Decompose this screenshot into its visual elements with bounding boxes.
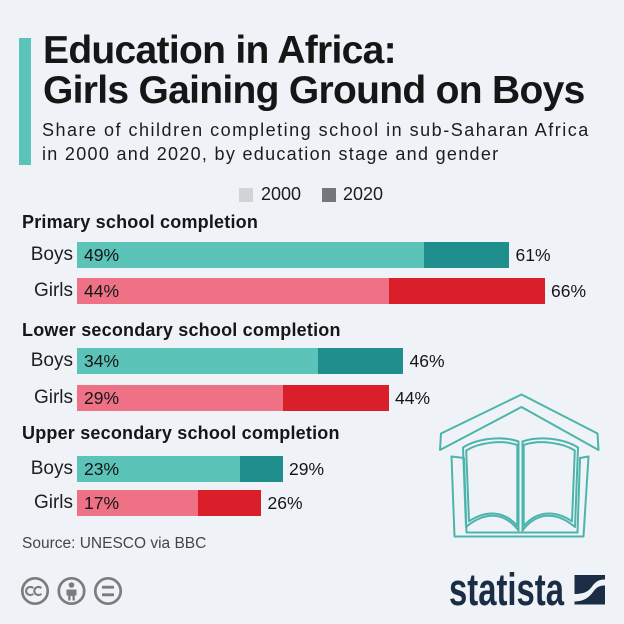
svg-text:statista: statista (449, 565, 565, 613)
